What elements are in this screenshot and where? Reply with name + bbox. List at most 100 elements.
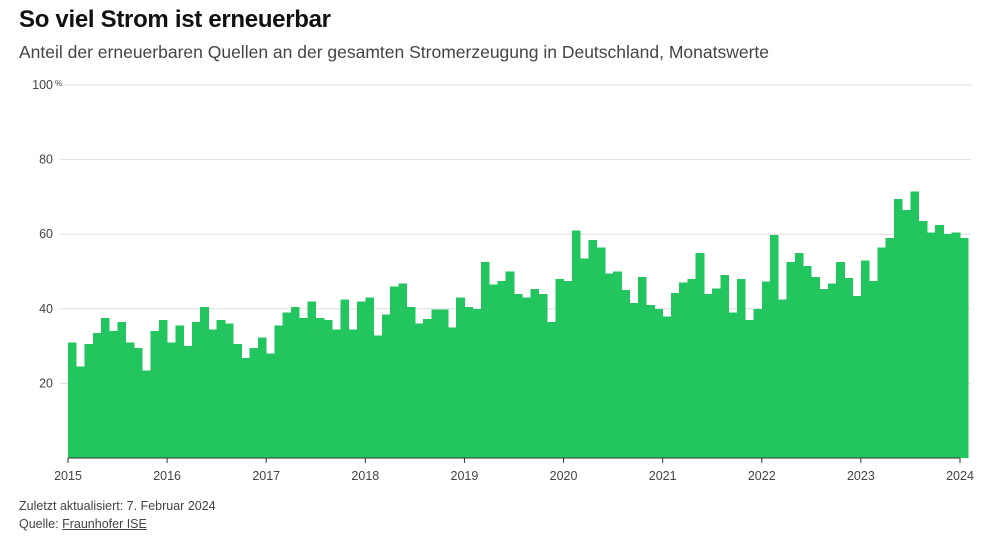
- bar-month-4: [92, 333, 102, 458]
- bar-month-80: [720, 275, 730, 458]
- bar-month-76: [687, 278, 697, 458]
- bar-month-2: [76, 366, 85, 458]
- bar-month-56: [522, 297, 531, 458]
- x-tick-label-2021: 2021: [649, 469, 677, 483]
- bar-month-7: [117, 321, 127, 458]
- source-prefix: Quelle:: [19, 517, 63, 531]
- bar-month-103: [910, 191, 920, 458]
- bar-month-37: [365, 297, 374, 458]
- bar-month-8: [125, 342, 135, 458]
- bar-month-22: [241, 358, 251, 458]
- bar-month-96: [852, 295, 862, 458]
- x-tick-label-2023: 2023: [847, 469, 875, 483]
- bar-month-3: [84, 344, 94, 458]
- bar-month-109: [960, 237, 969, 458]
- bar-month-87: [778, 299, 787, 458]
- bar-month-32: [324, 319, 333, 458]
- chart-subtitle: Anteil der erneuerbaren Quellen an der g…: [19, 42, 770, 62]
- bar-month-13: [167, 342, 176, 458]
- y-tick-label-100: 100: [32, 78, 53, 92]
- bar-month-18: [208, 329, 218, 458]
- bar-month-36: [357, 301, 366, 458]
- bar-month-25: [266, 353, 275, 458]
- bar-month-10: [142, 370, 151, 458]
- bar-month-42: [406, 306, 416, 458]
- bar-month-57: [530, 289, 540, 458]
- bar-month-1: [68, 342, 77, 458]
- bar-month-86: [770, 234, 779, 458]
- bar-month-74: [670, 292, 680, 458]
- source-link[interactable]: Fraunhofer ISE: [62, 517, 147, 531]
- bar-month-15: [183, 346, 193, 458]
- bar-month-45: [431, 309, 441, 458]
- bar-month-62: [571, 230, 581, 458]
- x-tick-label-2020: 2020: [550, 469, 578, 483]
- bar-month-105: [926, 232, 936, 458]
- bar-month-53: [497, 280, 507, 458]
- source-line: Quelle: Fraunhofer ISE: [19, 517, 147, 531]
- x-tick-label-2024: 2024: [946, 469, 974, 483]
- bar-month-59: [547, 321, 556, 458]
- bar-month-94: [836, 262, 845, 458]
- bar-month-82: [737, 278, 746, 458]
- bar-month-90: [803, 265, 812, 458]
- bar-month-11: [150, 331, 160, 458]
- bar-month-52: [489, 284, 498, 458]
- bar-month-84: [753, 308, 763, 458]
- bar-month-85: [761, 281, 771, 458]
- bar-month-92: [819, 289, 829, 458]
- data-bars: [68, 191, 969, 459]
- bar-month-93: [827, 283, 837, 458]
- bar-month-91: [811, 277, 820, 458]
- bar-month-107: [943, 234, 953, 458]
- bar-month-68: [621, 290, 631, 458]
- bar-month-5: [101, 318, 110, 459]
- bar-month-98: [869, 280, 878, 458]
- bar-month-38: [373, 335, 383, 458]
- bar-month-39: [381, 314, 391, 458]
- x-tick-label-2018: 2018: [351, 469, 379, 483]
- bar-month-97: [860, 260, 870, 458]
- bar-month-104: [918, 221, 928, 458]
- x-tick-label-2016: 2016: [153, 469, 181, 483]
- bar-month-100: [885, 237, 895, 458]
- bar-month-29: [299, 318, 308, 459]
- bar-month-51: [480, 262, 490, 458]
- bar-month-30: [307, 301, 317, 458]
- bar-month-65: [596, 247, 606, 458]
- y-tick-label-60: 60: [39, 227, 53, 241]
- x-tick-label-2017: 2017: [252, 469, 280, 483]
- bar-month-41: [398, 283, 408, 458]
- bar-month-49: [464, 306, 474, 458]
- bar-month-21: [233, 344, 242, 458]
- bar-month-101: [893, 198, 903, 458]
- bar-month-35: [348, 329, 358, 458]
- renewable-share-chart: 20 40 60 80 100% 2015 2016 2017 2018 2019 2020 202…: [32, 78, 974, 483]
- bar-month-19: [216, 319, 226, 458]
- bar-month-14: [175, 325, 185, 458]
- bar-month-106: [935, 224, 944, 459]
- bar-month-70: [637, 277, 647, 458]
- bar-month-66: [604, 273, 614, 458]
- bar-month-77: [695, 252, 705, 458]
- bar-month-88: [786, 262, 796, 458]
- bar-month-40: [390, 286, 399, 458]
- bar-month-50: [472, 308, 482, 458]
- bar-month-64: [588, 239, 597, 458]
- x-tick-label-2022: 2022: [748, 469, 776, 483]
- bar-month-58: [538, 293, 548, 458]
- bar-month-108: [951, 232, 961, 458]
- bar-month-73: [662, 316, 672, 458]
- bar-month-102: [902, 209, 911, 458]
- bar-month-46: [439, 309, 449, 458]
- bar-month-99: [877, 247, 887, 458]
- bar-month-72: [654, 308, 664, 458]
- bar-month-63: [580, 258, 589, 458]
- bar-month-78: [703, 293, 713, 458]
- bar-month-34: [340, 299, 350, 458]
- bar-month-60: [555, 278, 564, 458]
- bar-month-48: [456, 297, 465, 458]
- bar-month-33: [332, 329, 341, 458]
- bar-month-81: [728, 312, 738, 458]
- bar-month-71: [646, 305, 655, 458]
